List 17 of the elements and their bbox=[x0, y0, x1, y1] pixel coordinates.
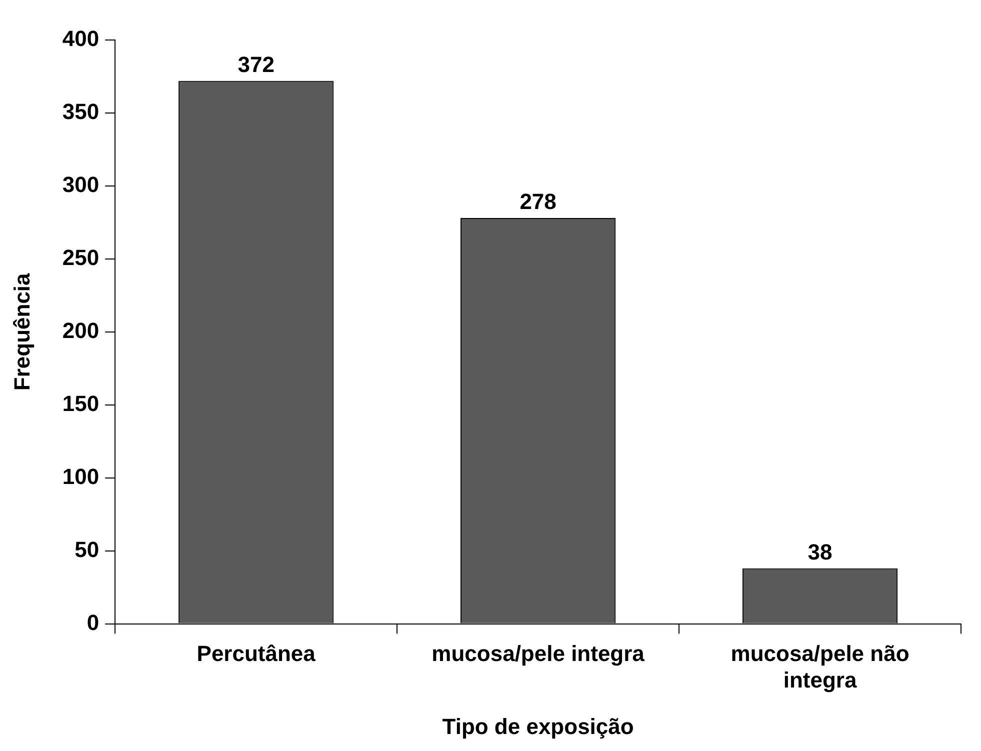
y-tick-label: 0 bbox=[86, 610, 100, 635]
y-tick-label: 150 bbox=[62, 390, 100, 416]
y-tick-label: 100 bbox=[62, 464, 100, 489]
data-label: 278 bbox=[520, 189, 556, 214]
y-tick-label: 350 bbox=[62, 99, 100, 124]
x-tick-label: mucosa/pele integra bbox=[432, 641, 646, 666]
y-tick-label: 400 bbox=[62, 26, 100, 52]
x-axis-title: Tipo de exposição bbox=[442, 714, 634, 739]
y-tick-label: 200 bbox=[62, 318, 100, 343]
y-tick-label: 300 bbox=[62, 172, 100, 198]
y-tick-label: 50 bbox=[74, 536, 100, 562]
x-tick-label: Percutânea bbox=[196, 641, 316, 666]
y-axis-title: Frequência bbox=[9, 272, 34, 391]
y-tick-label: 250 bbox=[62, 244, 100, 270]
x-tick-label: mucosa/pele não integra bbox=[730, 641, 910, 692]
data-label: 372 bbox=[238, 52, 274, 77]
data-label: 38 bbox=[808, 539, 832, 564]
